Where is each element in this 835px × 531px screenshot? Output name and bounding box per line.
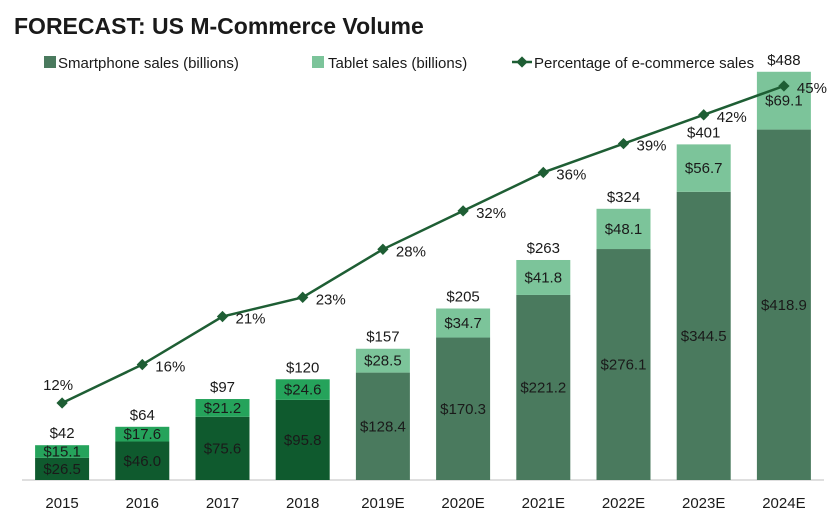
percentage-line [61,84,785,405]
bar-smartphone-2021E [516,294,571,480]
x-tick-2016: 2016 [126,495,159,512]
label-smartphone-2022E: $276.1 [601,357,647,374]
bar-tablet-2022E [596,208,651,250]
x-tick-2017: 2017 [206,495,239,512]
bar-smartphone-2016 [115,441,170,480]
bar-tablet-2021E [516,259,571,295]
bar-smartphone-2024E [756,129,811,480]
label-percentage-2023E: 42% [717,109,747,126]
percentage-point-2020E [457,205,469,217]
plot-area: $26.5$15.1 $42 2015 $46.0 $17.6 $64 2016 $75.6 $… [22,52,827,512]
label-tablet-2021E: $41.8 [525,269,563,286]
label-tablet-2022E: $48.1 [605,221,643,238]
label-smartphone-2018: $95.8 [284,432,322,449]
x-tick-2022E: 2022E [602,495,645,512]
label-total-2018: $120 [286,359,319,376]
legend-label-percentage: Percentage of e-commerce sales [534,55,754,72]
x-tick-2024E: 2024E [762,495,805,512]
label-percentage-2022E: 39% [637,138,667,155]
label-tablet-2018: $24.6 [284,382,322,399]
bar-smartphone-2018 [275,399,330,480]
label-total-2022E: $324 [607,189,640,206]
label-tablet-2023E: $56.7 [685,160,723,177]
label-tablet-2017: $21.2 [204,400,242,417]
legend: Smartphone sales (billions) Tablet sales… [44,55,754,72]
x-tick-2023E: 2023E [682,495,725,512]
x-tick-2021E: 2021E [522,495,565,512]
label-tablet-2016: $17.6 [124,426,162,443]
x-tick-2019E: 2019E [361,495,404,512]
legend-marker-percentage [516,56,528,68]
percentage-point-2017 [216,310,229,323]
label-smartphone-2024E: $418.9 [761,297,807,314]
bar-smartphone-2017 [195,416,250,480]
label-total-2024E: $488 [767,52,800,69]
label-total-2016: $64 [130,407,155,424]
label-tablet-2019E: $28.5 [364,353,402,370]
bar-smartphone-2015 [35,457,90,480]
label-smartphone-2015: $26.5 [43,461,81,478]
label-smartphone-2021E: $221.2 [520,379,566,396]
percentage-point-2021E [537,166,549,179]
label-total-2020E: $205 [446,289,479,306]
percentage-point-2019E [377,243,389,255]
percentage-point-2015 [56,397,68,409]
label-percentage-2024E: 45% [797,80,827,97]
label-tablet-2020E: $34.7 [444,315,482,332]
label-smartphone-2023E: $344.5 [681,328,727,345]
percentage-point-2022E [617,137,630,150]
label-percentage-2015: 12% [43,377,73,394]
x-tick-2020E: 2020E [441,495,484,512]
label-smartphone-2019E: $128.4 [360,418,406,435]
bar-smartphone-2019E [355,372,410,480]
label-smartphone-2016: $46.0 [124,453,162,470]
label-smartphone-2017: $75.6 [204,440,242,457]
label-smartphone-2020E: $170.3 [440,401,486,418]
label-total-2015: $42 [50,425,75,442]
label-percentage-2018: 23% [316,291,346,308]
label-percentage-2016: 16% [155,359,185,376]
label-total-2019E: $157 [366,329,399,346]
bar-tablet-2023E [676,144,731,192]
percentage-point-2016 [136,358,148,371]
label-percentage-2021E: 36% [556,166,586,183]
percentage-point-2018 [297,291,309,303]
bar-smartphone-2020E [436,337,491,480]
label-tablet-2024E: $69.1 [765,93,803,110]
bar-tablet-2017 [195,399,250,417]
label-total-2021E: $263 [527,240,560,257]
chart-title: FORECAST: US M-Commerce Volume [14,13,424,39]
x-tick-2015: 2015 [45,495,78,512]
label-tablet-2015: $15.1 [43,444,81,461]
legend-swatch-smartphone [44,56,56,68]
bar-tablet-2015 [35,445,90,458]
bar-smartphone-2023E [676,191,731,480]
legend-label-smartphone: Smartphone sales (billions) [58,55,239,72]
label-percentage-2019E: 28% [396,243,426,260]
bar-tablet-2018 [275,379,330,400]
label-percentage-2017: 21% [236,311,266,328]
label-total-2023E: $401 [687,124,720,141]
legend-label-tablet: Tablet sales (billions) [328,55,467,72]
bar-smartphone-2022E [596,249,651,480]
bar-tablet-2016 [115,426,170,442]
bar-tablet-2019E [355,348,410,373]
percentage-point-2023E [698,109,710,121]
legend-swatch-tablet [312,56,324,68]
label-percentage-2020E: 32% [476,205,506,222]
x-tick-2018: 2018 [286,495,319,512]
label-total-2017: $97 [210,379,235,396]
bar-tablet-2020E [436,308,491,338]
